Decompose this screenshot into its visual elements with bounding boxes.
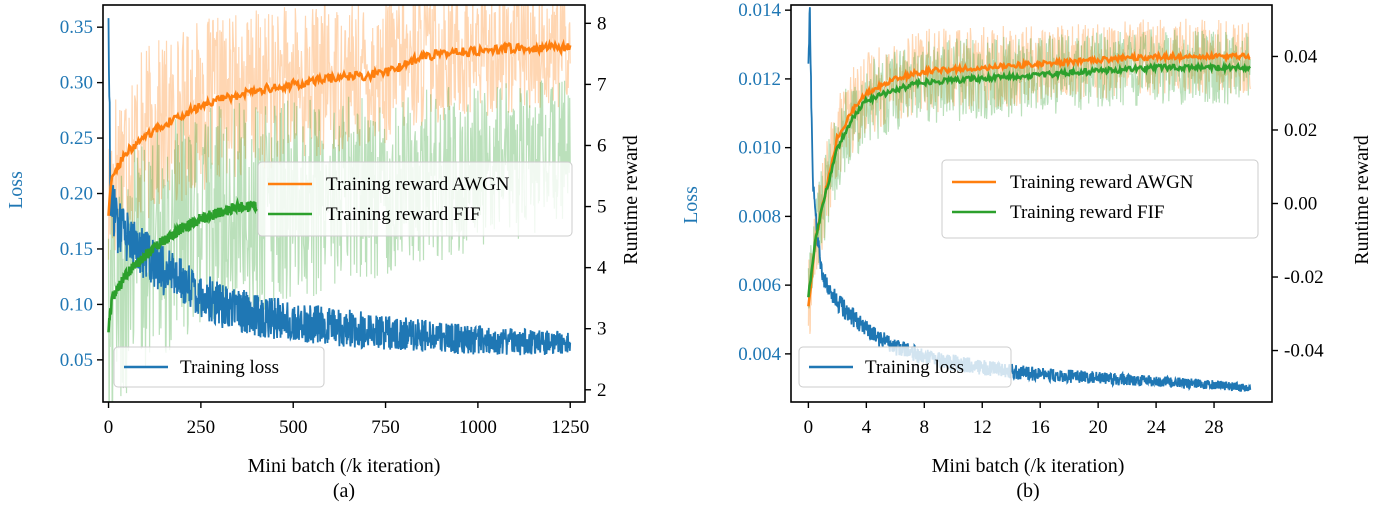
x-axis-label: Mini batch (/k iteration) [248, 455, 441, 477]
y-left-axis-label: Loss [5, 171, 27, 209]
y-left-tick-label: 0.25 [60, 128, 93, 149]
x-tick-label: 250 [187, 417, 216, 438]
x-tick-label: 1250 [551, 417, 589, 438]
x-tick-label: 24 [1147, 417, 1167, 438]
chart-panel-b: 0 4 8 12 16 20 24 28 0.004 0.006 0.008 0.010 0.012 0.… [680, 0, 1373, 502]
y-right-tick-label: -0.02 [1284, 267, 1324, 288]
x-tick-label: 16 [1031, 417, 1050, 438]
y-right-tick-label: 3 [597, 319, 607, 340]
raw-reward-noise-awgn [807, 18, 1251, 334]
x-tick-label: 28 [1205, 417, 1224, 438]
y-right-tick-label: 8 [597, 13, 607, 34]
legend-box [941, 159, 1259, 239]
x-axis-label: Mini batch (/k iteration) [932, 455, 1125, 477]
panel-label: (a) [333, 480, 355, 502]
legend-reward: Training reward AWGN Training reward FIF [941, 159, 1259, 239]
y-right-tick-label: -0.04 [1284, 341, 1324, 362]
y-right-axis-label: Runtime reward [1351, 135, 1373, 264]
legend-label: Training loss [180, 357, 279, 378]
legend-box [257, 161, 573, 237]
legend-label: Training reward FIF [1010, 202, 1164, 223]
legend-label: Training reward AWGN [326, 174, 510, 195]
y-right-tick-label: 7 [597, 74, 607, 95]
x-tick-label: 500 [279, 417, 308, 438]
legend-box [798, 346, 1012, 388]
y-left-tick-label: 0.012 [738, 69, 781, 90]
y-left-tick-label: 0.05 [60, 350, 93, 371]
series-line-reward-awgn [107, 38, 572, 216]
plot-area [807, 7, 1252, 392]
legend-label: Training reward AWGN [1010, 172, 1194, 193]
y-left-axis-label: Loss [680, 186, 702, 224]
y-left-tick-label: 0.10 [60, 294, 93, 315]
legend-loss: Training loss [113, 346, 325, 388]
series-line-reward-awgn [807, 49, 1251, 307]
y-right-axis-label: Runtime reward [620, 135, 642, 264]
y-left-tick-label: 0.35 [60, 17, 93, 38]
legend-label: Training reward FIF [326, 204, 480, 225]
raw-reward-noise-fif [807, 29, 1251, 309]
x-tick-label: 12 [973, 417, 992, 438]
x-tick-label: 750 [371, 417, 400, 438]
x-tick-label: 0 [104, 417, 114, 438]
chart-panel-a: 0 250 500 750 1000 1250 0.05 0.10 0.15 0.20 0.25 0.… [5, 4, 642, 502]
series-line-reward-fif [807, 60, 1251, 298]
panel-label: (b) [1016, 480, 1039, 502]
axes-frame [102, 4, 586, 403]
y-right-tick-label: 0.00 [1284, 194, 1317, 215]
y-right-tick-label: 0.02 [1284, 120, 1317, 141]
y-right-tick-label: 6 [597, 135, 607, 156]
series-line-training-loss [107, 18, 572, 356]
legend-reward: Training reward AWGN Training reward FIF [257, 161, 573, 237]
raw-reward-noise-fif [107, 80, 571, 402]
raw-reward-noise-awgn [107, 5, 571, 260]
y-left-tick-label: 0.004 [738, 344, 781, 365]
y-left-tick-label: 0.20 [60, 184, 93, 205]
legend-box [113, 346, 325, 388]
x-tick-label: 4 [862, 417, 872, 438]
y-left-tick-label: 0.014 [738, 0, 781, 21]
y-left-tick-label: 0.15 [60, 239, 93, 260]
x-tick-label: 1000 [459, 417, 497, 438]
legend-label: Training loss [865, 357, 964, 378]
y-right-tick-label: 4 [597, 258, 607, 279]
y-right-tick-label: 0.04 [1284, 46, 1318, 67]
y-left-tick-label: 0.008 [738, 206, 781, 227]
y-left-tick-label: 0.006 [738, 275, 781, 296]
series-line-reward-fif [107, 197, 258, 333]
plot-area [107, 5, 572, 402]
y-right-tick-label: 5 [597, 197, 607, 218]
series-line-training-loss [807, 7, 1252, 392]
x-tick-label: 0 [804, 417, 814, 438]
y-left-tick-label: 0.30 [60, 73, 93, 94]
x-tick-label: 8 [920, 417, 930, 438]
y-right-tick-label: 2 [597, 380, 607, 401]
legend-loss: Training loss [798, 346, 1012, 388]
x-tick-label: 20 [1089, 417, 1108, 438]
y-left-tick-label: 0.010 [738, 138, 781, 159]
